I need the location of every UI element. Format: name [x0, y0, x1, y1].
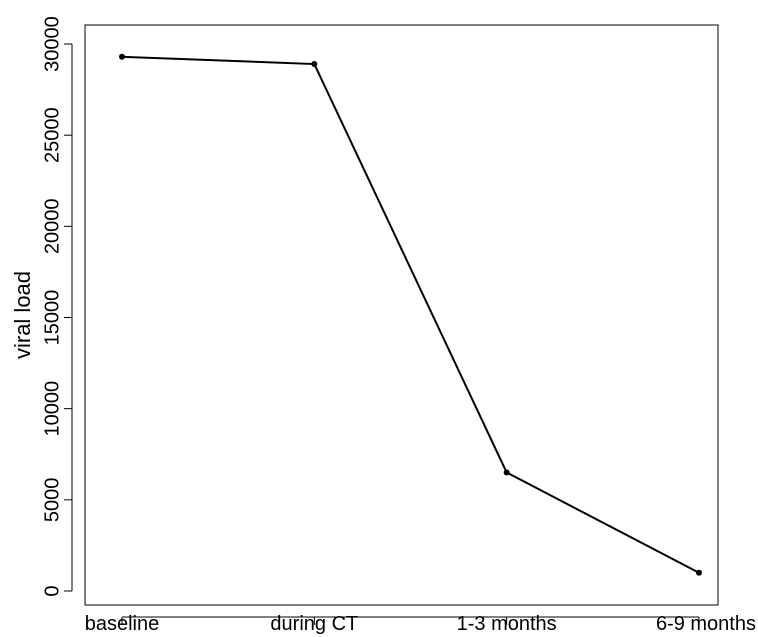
- y-tick-label: 10000: [41, 381, 63, 437]
- series-group: [119, 53, 702, 576]
- data-point: [119, 53, 125, 60]
- plot-frame: [84, 24, 719, 606]
- x-tick-label: baseline: [85, 613, 160, 635]
- data-point: [696, 569, 702, 576]
- y-tick-label: 30000: [41, 16, 63, 72]
- y-axis: 0 5000 10000 15000 20000 25000 30000: [41, 16, 73, 597]
- x-tick-label: 6-9 months: [656, 613, 756, 635]
- data-point: [503, 469, 510, 476]
- x-axis: baseline during CT 1-3 months 6-9 months: [85, 613, 756, 635]
- data-point: [311, 61, 318, 68]
- y-axis-label: viral load: [10, 271, 35, 359]
- y-tick-label: 20000: [41, 199, 63, 255]
- x-tick-label: 1-3 months: [457, 613, 557, 635]
- x-tick-label: during CT: [270, 613, 358, 635]
- y-tick-label: 0: [41, 585, 63, 596]
- series-line: [121, 55, 700, 574]
- y-tick-label: 15000: [41, 290, 63, 346]
- y-tick-label: 25000: [41, 107, 63, 163]
- y-tick-label: 5000: [41, 478, 63, 523]
